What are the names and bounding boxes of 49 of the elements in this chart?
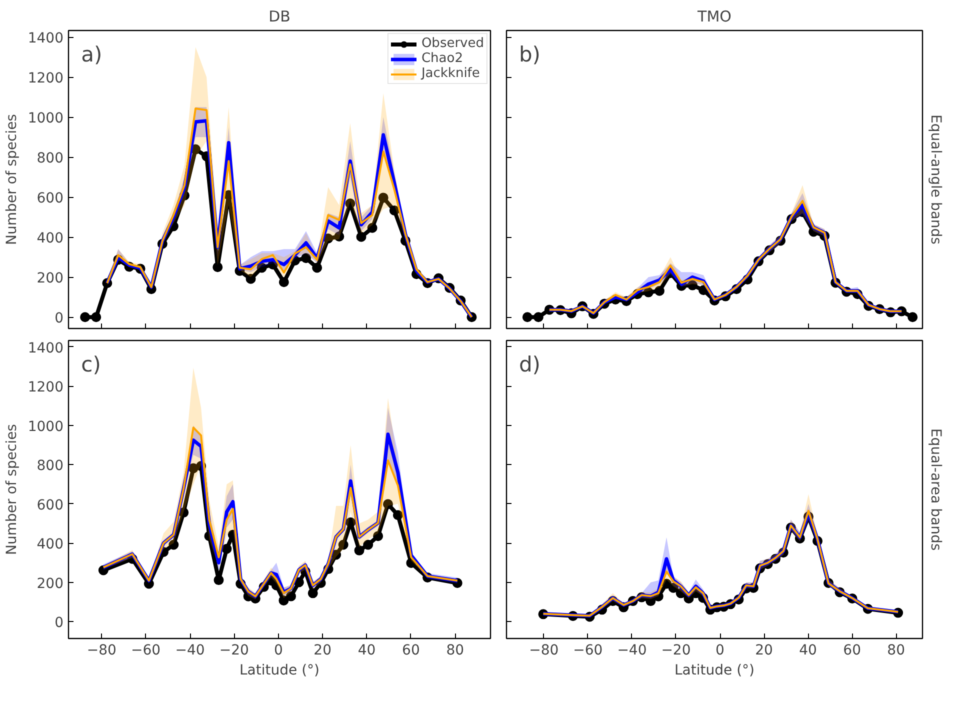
y-tick-label: 1400	[28, 30, 64, 47]
y2-axis-title: Equal-area bands	[928, 428, 944, 551]
x-tick-label: 60	[843, 642, 861, 658]
chart-title: DB	[268, 8, 290, 26]
chart-title: TMO	[696, 8, 732, 26]
x-tick-label: −20	[219, 642, 249, 658]
annotation: c)	[81, 352, 101, 376]
x-tick-label: 0	[274, 642, 283, 658]
x-tick-label: 80	[887, 642, 906, 658]
y-tick-label: 800	[36, 150, 64, 167]
x-tick-label: 40	[358, 642, 376, 658]
y-axis-title: Number of species	[4, 114, 20, 245]
x-tick-label: −60	[573, 642, 603, 658]
y-tick-label: 0	[54, 615, 64, 632]
x-axis-title: Latitude (°)	[240, 662, 320, 678]
y2-axis-title: Equal-angle bands	[928, 114, 944, 244]
x-tick-label: 20	[755, 642, 773, 658]
y-tick-label: 0	[54, 310, 64, 327]
y-tick-label: 400	[36, 230, 64, 247]
y-tick-label: 600	[36, 190, 64, 207]
y-tick-label: 600	[36, 497, 64, 514]
annotation: a)	[81, 42, 102, 66]
legend-label: Jackknife	[421, 66, 480, 81]
y-axis-title: Number of species	[4, 424, 20, 555]
x-tick-label: −40	[617, 642, 647, 658]
x-tick-label: −80	[529, 642, 559, 658]
y-tick-label: 1200	[28, 70, 64, 87]
x-tick-label: −40	[175, 642, 205, 658]
y-tick-label: 800	[36, 458, 64, 474]
x-tick-label: −80	[86, 642, 116, 658]
y-tick-label: 200	[36, 270, 64, 287]
annotation: b)	[518, 42, 541, 66]
x-tick-label: 80	[446, 642, 464, 658]
x-tick-label: −60	[131, 642, 161, 658]
y-tick-label: 1000	[28, 418, 64, 435]
y-tick-label: 200	[36, 576, 64, 592]
y-tick-label: 1200	[28, 380, 64, 396]
x-tick-label: 40	[799, 642, 817, 658]
x-tick-label: −20	[661, 642, 691, 658]
x-tick-label: 20	[314, 642, 332, 658]
legend-label: Observed	[421, 36, 484, 51]
x-tick-label: 0	[716, 642, 724, 658]
annotation: d)	[518, 352, 541, 376]
y-tick-label: 1000	[28, 110, 64, 127]
x-tick-label: 60	[402, 642, 420, 658]
y-tick-label: 1400	[28, 340, 64, 356]
x-axis-title: Latitude (°)	[674, 662, 755, 678]
y-tick-label: 400	[36, 536, 64, 553]
legend-label: Chao2	[421, 51, 463, 66]
